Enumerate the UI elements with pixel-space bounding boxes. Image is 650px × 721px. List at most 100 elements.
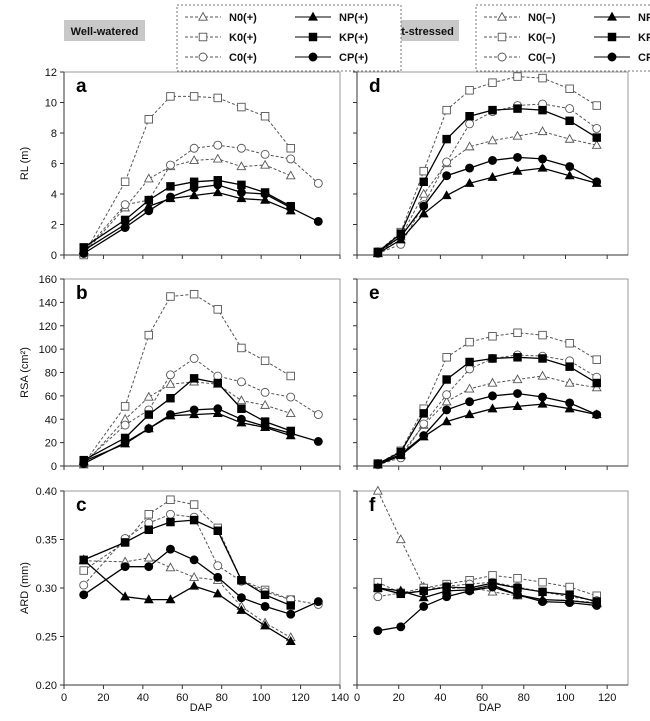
series-line-KP-c <box>83 519 291 607</box>
y-tick-label-a: 4 <box>51 189 57 201</box>
data-point-KP-c <box>79 555 88 565</box>
panel-e: e <box>353 278 629 470</box>
data-point-KP-c <box>260 590 270 600</box>
data-point-KP-b <box>166 393 175 403</box>
data-point-N0-a <box>236 161 247 171</box>
data-point-KP-d <box>565 116 574 126</box>
y-tick-label-a: 8 <box>51 128 57 140</box>
series-line-N0-b <box>83 381 291 466</box>
y-tick-label-c: 0.35 <box>36 535 57 547</box>
legend-marker-NP <box>607 11 617 21</box>
data-point-K0-e <box>442 353 451 362</box>
series-line-C0-b <box>83 357 319 463</box>
y-tick-label-a: 2 <box>51 220 57 232</box>
data-point-KP-b <box>213 378 223 388</box>
data-point-CP-d <box>565 162 575 171</box>
series-line-N0-c <box>83 557 291 638</box>
data-point-K0-c <box>166 495 175 504</box>
series-NP-e <box>372 398 602 469</box>
series-line-K0-d <box>377 76 597 253</box>
data-point-K0-a <box>166 92 175 101</box>
data-point-C0-c <box>166 509 175 519</box>
data-point-KP-d <box>488 105 497 115</box>
data-point-K0-b <box>260 356 270 366</box>
y-tick-label-b: 0 <box>51 461 57 473</box>
x-tick-label-f: 40 <box>434 692 446 704</box>
x-tick-label-f: 0 <box>354 692 360 704</box>
data-point-N0-e <box>537 370 548 380</box>
data-point-C0-a <box>286 154 296 164</box>
legend-well-watered: N0(+) NP(+) K0(+) KP(+) C0(+) CP(+) <box>176 4 402 72</box>
data-point-K0-b <box>120 402 130 411</box>
data-point-K0-a <box>286 144 295 153</box>
series-CP-c <box>79 544 323 619</box>
data-point-C0-a <box>120 200 130 210</box>
data-point-N0-b <box>285 408 296 418</box>
legend-label-CP: CP(–) <box>638 52 650 64</box>
x-axis-title-right: DAP <box>479 702 502 714</box>
data-point-KP-c <box>120 538 130 547</box>
data-point-CP-c <box>120 562 130 572</box>
series-line-NP-d <box>377 167 597 255</box>
legend-label-K0: K0(+) <box>229 32 257 44</box>
data-point-N0-c <box>165 562 176 572</box>
data-point-C0-a <box>166 160 175 170</box>
data-point-K0-e <box>565 339 574 348</box>
data-point-C0-f <box>373 592 383 602</box>
legend-label-NP: NP(–) <box>638 12 650 24</box>
data-point-CP-a <box>189 183 199 193</box>
data-point-CP-a <box>313 217 323 226</box>
data-point-CP-e <box>592 410 602 420</box>
data-point-KP-c <box>166 517 175 527</box>
x-tick-label-c: 80 <box>216 692 228 704</box>
series-NP-d <box>372 162 602 258</box>
data-point-C0-d <box>565 104 575 114</box>
data-point-N0-e <box>487 377 498 387</box>
series-line-NP-f <box>377 584 597 605</box>
data-point-CP-d <box>396 232 406 242</box>
legend-marker-C0 <box>497 52 507 62</box>
series-line-K0-e <box>377 332 597 465</box>
data-point-KP-a <box>120 215 130 225</box>
data-point-K0-f <box>513 574 522 583</box>
series-line-C0-c <box>83 513 319 605</box>
legend-marker-NP <box>308 11 318 21</box>
data-point-CP-c <box>260 601 270 611</box>
data-point-CP-b <box>236 414 246 424</box>
panel-letter-e: e <box>369 283 380 304</box>
data-point-K0-b <box>286 371 295 381</box>
y-axis-title-b: RSA (cm²) <box>19 347 31 398</box>
legend-label-KP: KP(–) <box>638 32 650 44</box>
data-point-CP-c <box>213 572 223 582</box>
panel-c: 0.20 0.25 0.30 0.35 0.40 0 20 40 60 80 100 120 140 AR… <box>19 486 349 704</box>
series-KP-a <box>79 176 295 252</box>
x-tick-label-f: 20 <box>393 692 405 704</box>
series-line-N0-a <box>83 158 291 254</box>
data-point-N0-b <box>260 399 271 409</box>
y-axis-title-c: ARD (mm) <box>19 562 31 614</box>
y-axis-title-a: RL (m) <box>19 147 31 180</box>
data-point-NP-c <box>285 636 296 645</box>
data-point-K0-b <box>144 330 154 340</box>
data-point-CP-c <box>166 544 175 554</box>
data-point-K0-e <box>538 330 547 340</box>
data-point-K0-e <box>592 355 601 364</box>
data-point-C0-b <box>286 392 296 402</box>
panel-letter-d: d <box>369 76 381 97</box>
x-axis-title-left: DAP <box>190 702 213 714</box>
x-tick-label-f: 120 <box>598 692 616 704</box>
data-point-C0-e <box>442 390 452 400</box>
data-point-CP-c <box>236 593 246 603</box>
data-point-KP-d <box>419 177 428 187</box>
data-point-K0-c <box>79 566 88 575</box>
series-line-KP-d <box>377 107 598 253</box>
data-point-CP-c <box>313 597 323 607</box>
x-tick-label-c: 60 <box>176 692 188 704</box>
legend-marker-CP <box>607 52 617 62</box>
data-point-KP-e <box>419 409 428 418</box>
data-point-CP-f <box>419 601 429 611</box>
data-point-NP-a <box>260 194 271 204</box>
data-point-KP-f <box>538 587 547 597</box>
data-point-C0-b <box>166 370 175 380</box>
legend-marker-K0 <box>497 32 507 42</box>
